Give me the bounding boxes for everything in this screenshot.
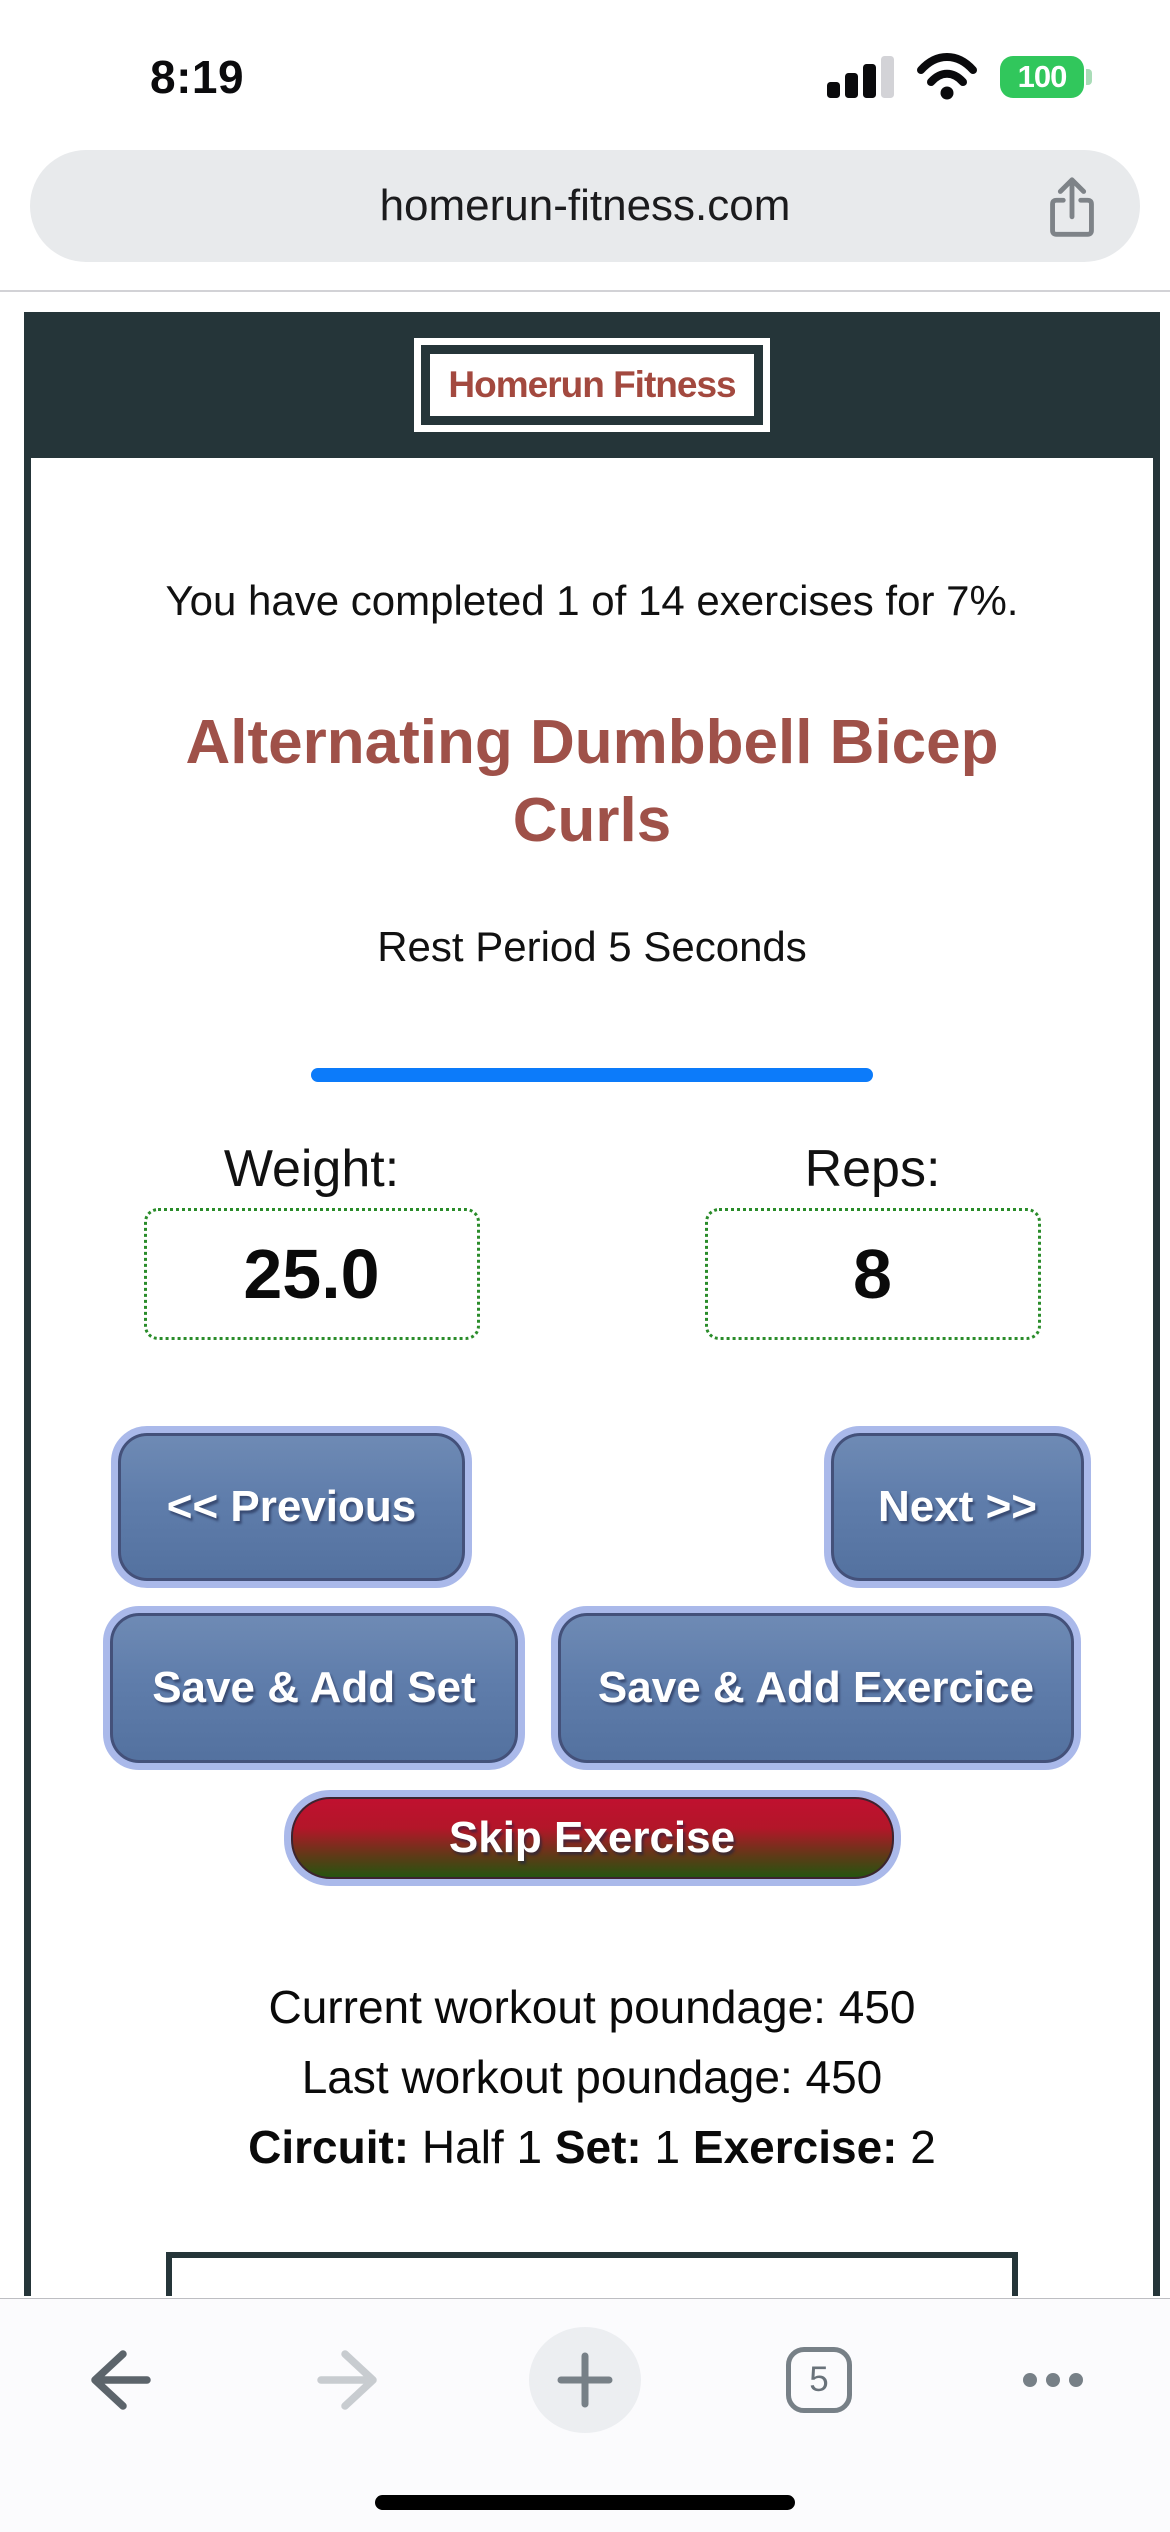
status-icons: 100	[827, 53, 1092, 101]
set-value: 1	[641, 2121, 693, 2173]
previous-button[interactable]: << Previous	[111, 1426, 472, 1588]
logo-frame: Homerun Fitness	[421, 345, 763, 425]
toolbar-divider	[0, 290, 1170, 292]
reps-field-group: Reps: 8	[592, 1138, 1153, 1340]
skip-exercise-button[interactable]: Skip Exercise	[283, 1790, 901, 1886]
battery-percent: 100	[1000, 56, 1084, 98]
current-poundage-text: Current workout poundage: 450	[268, 1981, 916, 2033]
plus-icon	[557, 2352, 613, 2408]
battery-icon: 100	[1000, 56, 1092, 98]
circuit-label: Circuit:	[248, 2121, 410, 2173]
save-buttons-row: Save & Add Set Save & Add Exercice	[31, 1606, 1153, 1770]
status-time: 8:19	[150, 51, 245, 103]
exercise-label: Exercise:	[692, 2121, 898, 2173]
wifi-icon	[917, 53, 977, 100]
webpage-container: Homerun Fitness You have completed 1 of …	[24, 312, 1160, 2296]
rest-period-text: Rest Period 5 Seconds	[377, 923, 807, 970]
toolbar-icons: 5	[0, 2305, 1170, 2455]
site-body: You have completed 1 of 14 exercises for…	[31, 576, 1153, 2296]
address-text: homerun-fitness.com	[379, 181, 791, 230]
status-bar: 8:19 100	[0, 0, 1170, 130]
page-top-gap	[0, 292, 1170, 312]
next-section-box	[166, 2252, 1018, 2296]
site-header: Homerun Fitness	[31, 312, 1153, 458]
exercise-title: Alternating Dumbbell Bicep Curls	[185, 708, 999, 855]
circuit-status-text: Circuit: Half 1 Set: 1 Exercise: 2	[31, 2112, 1153, 2182]
share-icon[interactable]	[1044, 174, 1100, 244]
nav-buttons-row: << Previous Next >>	[31, 1426, 1153, 1588]
homerun-fitness-logo[interactable]: Homerun Fitness	[414, 338, 770, 432]
reps-input[interactable]: 8	[704, 1208, 1041, 1340]
progress-bar	[311, 1068, 873, 1082]
last-poundage-text: Last workout poundage: 450	[301, 2051, 883, 2103]
progress-text: You have completed 1 of 14 exercises for…	[165, 577, 1019, 624]
back-icon[interactable]	[79, 2342, 155, 2418]
workout-stats: Current workout poundage: 450 Last worko…	[31, 1972, 1153, 2182]
save-add-set-button[interactable]: Save & Add Set	[103, 1606, 525, 1770]
browser-toolbar: 5	[0, 2298, 1170, 2532]
forward-icon[interactable]	[313, 2342, 389, 2418]
input-fields-row: Weight: 25.0 Reps: 8	[31, 1138, 1153, 1340]
cellular-signal-icon	[827, 56, 894, 98]
tabs-button[interactable]: 5	[786, 2347, 852, 2413]
battery-nub	[1086, 69, 1092, 85]
new-tab-button[interactable]	[529, 2327, 641, 2433]
weight-input[interactable]: 25.0	[143, 1208, 480, 1340]
next-button[interactable]: Next >>	[824, 1426, 1091, 1588]
circuit-value: Half 1	[409, 2121, 555, 2173]
exercise-value: 2	[897, 2121, 936, 2173]
home-indicator[interactable]	[375, 2495, 795, 2510]
address-bar-row: homerun-fitness.com	[0, 130, 1170, 262]
weight-label: Weight:	[223, 1140, 400, 1198]
reps-label: Reps:	[804, 1140, 941, 1198]
more-icon[interactable]	[1023, 2373, 1083, 2387]
weight-field-group: Weight: 25.0	[31, 1138, 592, 1340]
address-bar[interactable]: homerun-fitness.com	[30, 150, 1140, 262]
set-label: Set:	[554, 2121, 642, 2173]
logo-text: Homerun Fitness	[448, 364, 736, 405]
save-add-exercise-button[interactable]: Save & Add Exercice	[551, 1606, 1081, 1770]
